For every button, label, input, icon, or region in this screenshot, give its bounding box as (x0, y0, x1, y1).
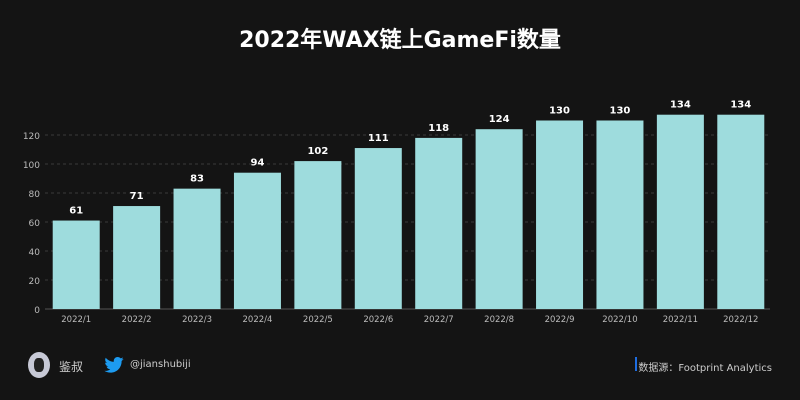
data-label: 61 (69, 206, 83, 217)
chart-title: 2022年WAX链上GameFi数量 (239, 28, 561, 53)
x-tick-label: 2022/4 (243, 315, 273, 325)
bar (596, 120, 644, 309)
bar (52, 220, 100, 309)
author-name: 鉴叔 (59, 360, 84, 374)
x-tick-label: 2022/7 (424, 315, 454, 325)
bar (536, 120, 584, 309)
source-accent-divider (635, 357, 637, 371)
data-label: 83 (190, 174, 204, 185)
y-tick-label: 60 (29, 219, 41, 229)
data-label: 124 (489, 114, 510, 125)
data-label: 111 (368, 133, 389, 144)
y-tick-label: 40 (29, 248, 41, 258)
data-label: 118 (428, 123, 449, 134)
x-tick-label: 2022/6 (363, 315, 393, 325)
data-label: 134 (730, 100, 751, 111)
data-label: 130 (549, 106, 570, 117)
bar-chart: 0 20 40 60 80 100 120 61 2022/1 71 2022/2 83 2022/3 9… (23, 100, 770, 325)
x-tick-label: 2022/12 (723, 315, 758, 325)
data-label: 102 (307, 146, 328, 157)
data-label: 130 (610, 106, 631, 117)
twitter-handle: @jianshubiji (130, 359, 191, 370)
x-tick-label: 2022/10 (602, 315, 637, 325)
twitter-icon (104, 357, 124, 373)
footer: 鉴叔 @jianshubiji 数据源：Footprint Analytics (0, 352, 800, 380)
y-tick-label: 80 (29, 190, 41, 200)
bar (415, 137, 463, 309)
y-tick-label: 0 (34, 306, 40, 316)
avatar-icon (28, 352, 50, 378)
data-label: 71 (130, 191, 144, 202)
x-tick-label: 2022/11 (663, 315, 698, 325)
x-tick-label: 2022/1 (61, 315, 91, 325)
bar (354, 148, 402, 309)
x-tick-label: 2022/8 (484, 315, 514, 325)
data-source: 数据源：Footprint Analytics (638, 363, 772, 374)
y-tick-label: 100 (23, 161, 40, 171)
bar (233, 172, 281, 309)
bar (294, 161, 342, 309)
data-label: 94 (250, 158, 264, 169)
bar (656, 114, 704, 309)
bar (717, 114, 765, 309)
x-tick-label: 2022/5 (303, 315, 333, 325)
x-tick-label: 2022/2 (122, 315, 152, 325)
y-tick-label: 120 (23, 132, 40, 142)
bar (173, 188, 221, 309)
x-tick-label: 2022/9 (545, 315, 575, 325)
bar (113, 206, 161, 309)
data-label: 134 (670, 100, 691, 111)
x-tick-label: 2022/3 (182, 315, 212, 325)
y-tick-label: 20 (29, 277, 41, 287)
bar (475, 129, 523, 309)
